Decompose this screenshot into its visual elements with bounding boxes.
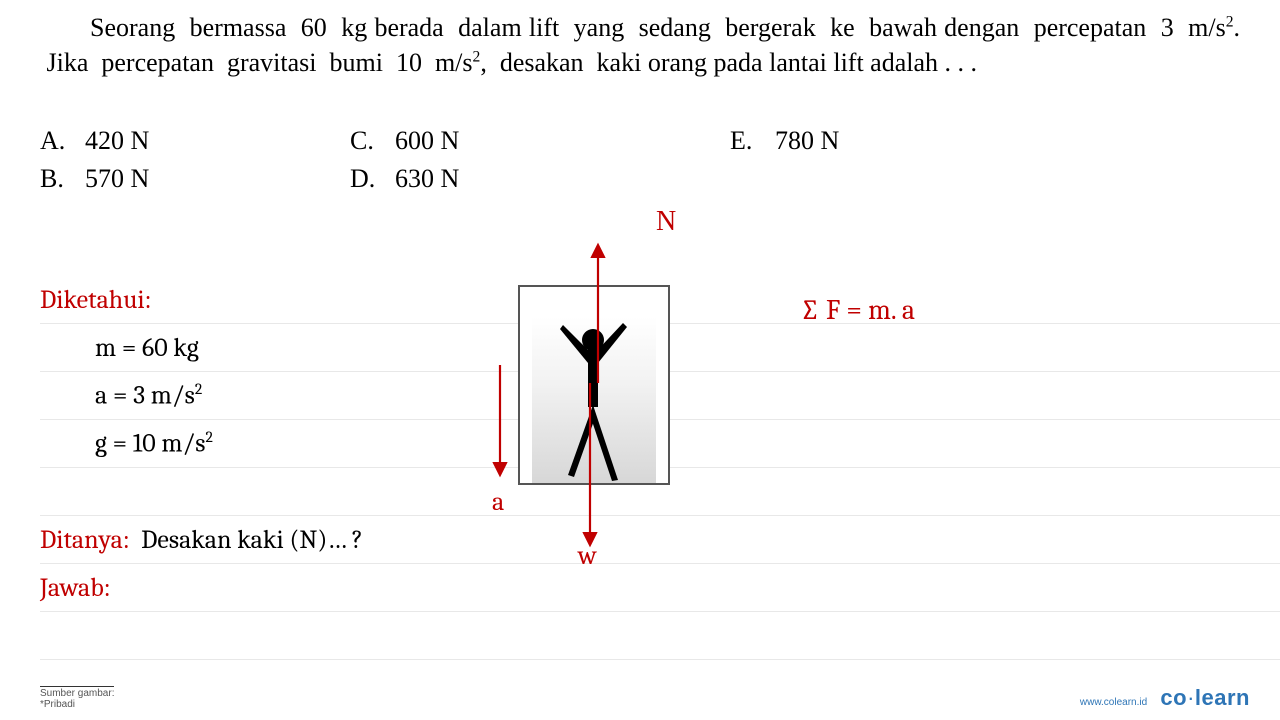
option-a: A.420 N	[40, 126, 350, 156]
option-b: B.570 N	[40, 164, 350, 194]
option-d: D.630 N	[350, 164, 730, 194]
label-a: a	[492, 487, 504, 517]
option-e-value: 780 N	[775, 126, 839, 156]
brand-url: www.colearn.id	[1080, 697, 1147, 708]
source-line2: *Pribadi	[40, 699, 114, 710]
given-m: m = 60 kg	[95, 333, 199, 363]
jawab-label: Jawab:	[40, 573, 111, 603]
option-a-value: 420 N	[85, 126, 149, 156]
option-c-value: 600 N	[395, 126, 459, 156]
brand-footer: www.colearn.id co·learn	[1080, 681, 1250, 712]
newton-formula: ∑ F = m. a	[800, 294, 915, 326]
given-a: a = 3 m/s2	[95, 380, 202, 411]
option-c: C.600 N	[350, 126, 730, 156]
brand-logo: co·learn	[1160, 685, 1250, 710]
option-d-value: 630 N	[395, 164, 459, 194]
vector-n-label: N	[656, 206, 676, 238]
label-w: w	[578, 541, 597, 571]
image-source-note: Sumber gambar: *Pribadi	[40, 686, 114, 710]
ditanya-value: Desakan kaki (N)… ?	[141, 525, 363, 555]
source-line1: Sumber gambar:	[40, 688, 114, 699]
option-b-value: 570 N	[85, 164, 149, 194]
diagram: a w	[470, 235, 720, 555]
diketahui-label: Diketahui:	[40, 285, 151, 315]
options-block: A.420 N C.600 N E.780 N B.570 N D.630 N	[40, 126, 1240, 202]
given-g: g = 10 m/s2	[95, 428, 213, 459]
ditanya-label: Ditanya:	[40, 525, 130, 555]
force-arrows	[470, 235, 720, 555]
option-e: E.780 N	[730, 126, 839, 156]
question-text: Seorang bermassa 60 kg berada dalam lift…	[40, 10, 1240, 80]
